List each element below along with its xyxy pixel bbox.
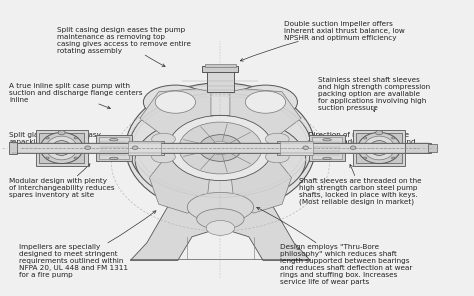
Ellipse shape — [323, 139, 331, 141]
Ellipse shape — [364, 157, 367, 159]
FancyBboxPatch shape — [405, 143, 431, 153]
Ellipse shape — [152, 133, 175, 145]
FancyBboxPatch shape — [356, 133, 402, 163]
Ellipse shape — [237, 87, 294, 117]
Ellipse shape — [46, 137, 49, 139]
Ellipse shape — [168, 115, 273, 181]
Ellipse shape — [370, 141, 389, 155]
Polygon shape — [230, 154, 292, 213]
FancyBboxPatch shape — [428, 144, 437, 152]
Ellipse shape — [147, 87, 204, 117]
Ellipse shape — [364, 137, 367, 139]
Polygon shape — [149, 154, 211, 213]
Text: A true inline split case pump with
suction and discharge flange centers
inline: A true inline split case pump with sucti… — [9, 83, 143, 109]
Text: Shaft sleeves are threaded on the
high strength carbon steel pump
shafts, locked: Shaft sleeves are threaded on the high s… — [299, 165, 421, 205]
Polygon shape — [230, 89, 301, 142]
Ellipse shape — [152, 151, 175, 163]
FancyBboxPatch shape — [280, 141, 313, 155]
Ellipse shape — [46, 157, 49, 159]
Ellipse shape — [109, 157, 118, 160]
FancyBboxPatch shape — [202, 66, 238, 72]
FancyBboxPatch shape — [126, 141, 164, 155]
Ellipse shape — [303, 146, 309, 149]
Ellipse shape — [375, 130, 383, 135]
FancyBboxPatch shape — [9, 142, 17, 154]
FancyBboxPatch shape — [353, 130, 405, 166]
FancyBboxPatch shape — [12, 143, 429, 153]
FancyBboxPatch shape — [205, 64, 236, 67]
FancyBboxPatch shape — [277, 141, 315, 155]
Ellipse shape — [129, 92, 312, 204]
FancyBboxPatch shape — [96, 135, 132, 161]
Text: Design employs "Thru-Bore
philosophy" which reduces shaft
length supported betwe: Design employs "Thru-Bore philosophy" wh… — [257, 207, 412, 285]
Ellipse shape — [126, 83, 315, 213]
Ellipse shape — [358, 133, 401, 163]
Ellipse shape — [265, 133, 289, 145]
Ellipse shape — [179, 122, 262, 174]
FancyBboxPatch shape — [36, 130, 88, 166]
Ellipse shape — [52, 141, 71, 155]
FancyBboxPatch shape — [312, 137, 342, 159]
Ellipse shape — [135, 115, 306, 204]
Text: Direction of rotation change
needs no additional parts and
can easily be done at: Direction of rotation change needs no ad… — [308, 132, 416, 152]
Text: Impellers are specially
designed to meet stringent
requirements outlined within
: Impellers are specially designed to meet… — [19, 211, 156, 278]
Ellipse shape — [265, 151, 289, 163]
Ellipse shape — [364, 136, 394, 160]
Ellipse shape — [206, 221, 235, 235]
Ellipse shape — [109, 139, 118, 141]
Ellipse shape — [197, 209, 244, 229]
Polygon shape — [140, 89, 211, 142]
Ellipse shape — [187, 192, 254, 222]
FancyBboxPatch shape — [39, 133, 84, 163]
Ellipse shape — [323, 157, 331, 160]
Ellipse shape — [143, 85, 207, 119]
FancyBboxPatch shape — [207, 70, 234, 92]
Ellipse shape — [132, 146, 138, 149]
Text: Double suction impeller offers
inherent axial thrust balance, low
NPSHR and opti: Double suction impeller offers inherent … — [240, 21, 405, 61]
Text: Modular design with plenty
of interchangeability reduces
spares inventory at sit: Modular design with plenty of interchang… — [9, 164, 115, 198]
FancyBboxPatch shape — [309, 135, 345, 161]
Text: Stainless steel shaft sleeves
and high strength compression
packing option are a: Stainless steel shaft sleeves and high s… — [318, 77, 430, 112]
Ellipse shape — [392, 137, 395, 139]
Ellipse shape — [74, 137, 77, 139]
Ellipse shape — [58, 130, 65, 135]
Ellipse shape — [85, 146, 91, 149]
Ellipse shape — [246, 91, 285, 113]
Text: Split casing design eases the pump
maintenance as removing top
casing gives acce: Split casing design eases the pump maint… — [57, 27, 191, 67]
Ellipse shape — [74, 157, 77, 159]
Ellipse shape — [40, 133, 83, 163]
Ellipse shape — [199, 135, 242, 161]
FancyBboxPatch shape — [128, 141, 161, 155]
Ellipse shape — [233, 85, 298, 119]
Ellipse shape — [46, 136, 77, 160]
Ellipse shape — [392, 157, 395, 159]
Text: Split glands enables easy
repacking: Split glands enables easy repacking — [9, 132, 101, 145]
Ellipse shape — [210, 141, 231, 155]
FancyBboxPatch shape — [99, 137, 129, 159]
Ellipse shape — [350, 146, 356, 149]
Polygon shape — [130, 206, 310, 260]
Ellipse shape — [155, 91, 195, 113]
